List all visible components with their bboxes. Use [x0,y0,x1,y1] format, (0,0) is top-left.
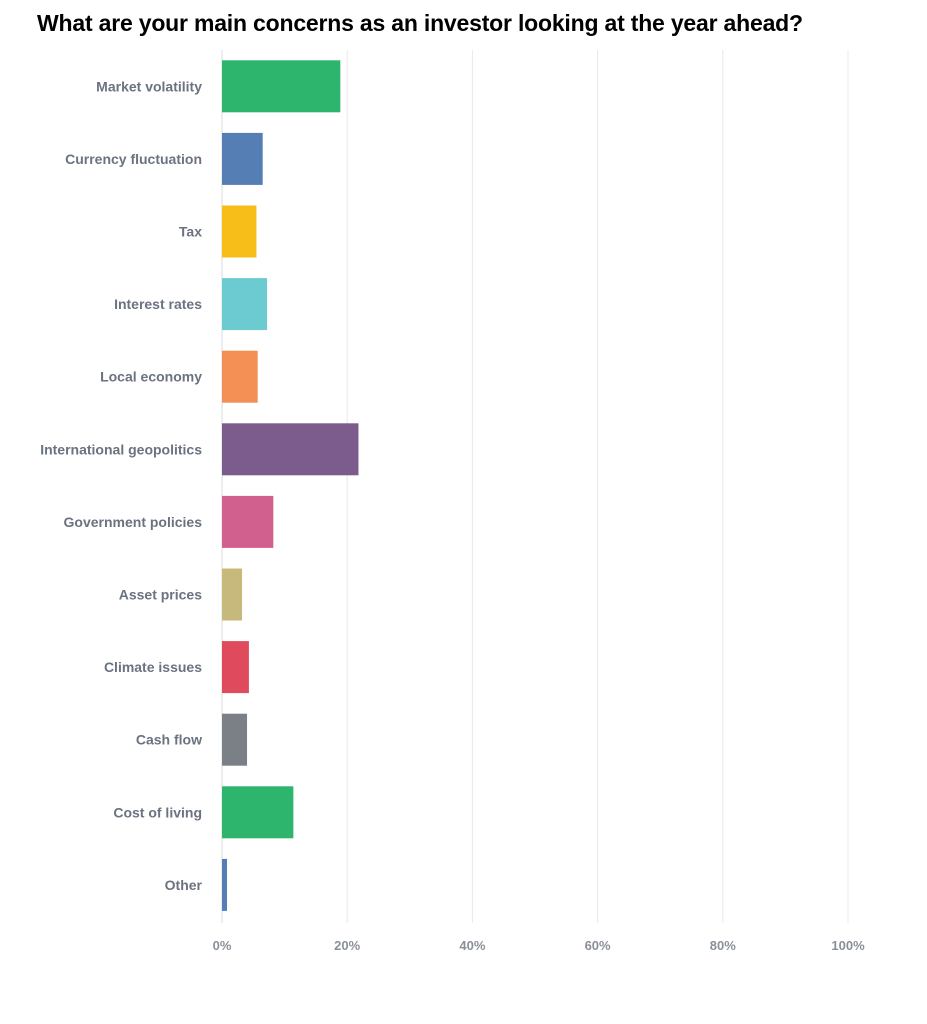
grid-lines [221,50,849,923]
x-tick-label: 60% [585,938,611,953]
bar-market-volatility[interactable] [222,60,341,113]
bar-tax[interactable] [222,205,257,258]
bar-interest-rates[interactable] [222,278,268,331]
bar-government-policies[interactable] [222,495,274,548]
category-labels: Market volatility Currency fluctuation Tax… [40,78,202,893]
x-tick-label: 100% [831,938,865,953]
chart-title: What are your main concerns as an invest… [37,10,803,36]
bar-local-economy[interactable] [222,350,258,403]
category-label: Asset prices [119,587,202,603]
x-tick-label: 20% [334,938,360,953]
category-label: Climate issues [104,659,202,675]
category-label: International geopolitics [40,441,202,457]
bar-cost-of-living[interactable] [222,786,294,839]
category-label: Interest rates [114,296,202,312]
x-tick-label: 80% [710,938,736,953]
x-axis-ticks: 0% 20% 40% 60% 80% 100% [213,938,865,953]
bar-asset-prices[interactable] [222,568,243,621]
bar-climate-issues[interactable] [222,641,249,694]
category-label: Market volatility [96,78,202,94]
x-tick-label: 0% [213,938,232,953]
category-label: Government policies [64,514,203,530]
x-tick-label: 40% [459,938,485,953]
category-label: Cost of living [113,804,202,820]
bars [222,60,359,911]
bar-international-geopolitics[interactable] [222,423,359,476]
category-label: Local economy [100,369,202,385]
bar-cash-flow[interactable] [222,713,248,766]
category-label: Currency fluctuation [65,151,202,167]
category-label: Cash flow [136,732,202,748]
category-label: Tax [179,224,202,240]
bar-currency-fluctuation[interactable] [222,132,263,185]
category-label: Other [165,877,203,893]
bar-other[interactable] [222,858,228,911]
